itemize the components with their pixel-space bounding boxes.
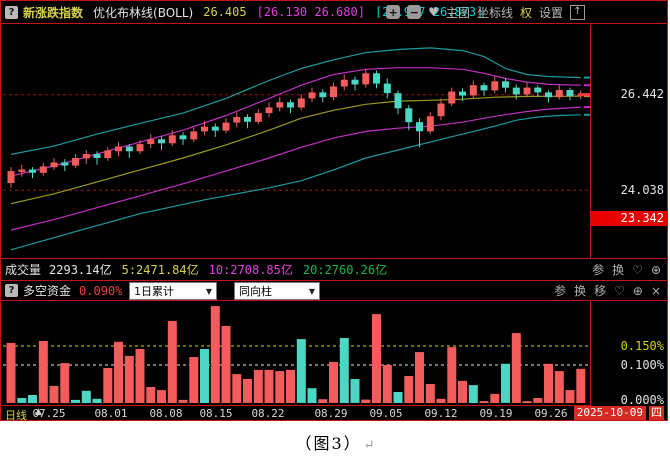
volume-value: 2293.14亿 [49, 263, 112, 277]
price-tick: 26.442 [620, 87, 664, 101]
date-tick: 08.22 [251, 407, 285, 420]
date-tick: 09.26 [534, 407, 568, 420]
period-label[interactable]: 日线 [5, 409, 27, 422]
figure-caption: （图3） ↵ [0, 430, 670, 454]
pane-divider [1, 258, 667, 259]
chart-header: ? 新涨跌指数 优化布林线(BOLL) 26.405 [26.130 26.68… [1, 1, 667, 24]
help-icon[interactable]: ? [5, 5, 18, 19]
triangle-up-icon[interactable]: ▲ [35, 407, 42, 417]
percent-axis: 0.150% 0.100% 0.000% [591, 301, 667, 407]
volume-ma5: 5:2471.84亿 [121, 263, 199, 277]
volume-label[interactable]: 成交量 [5, 263, 42, 277]
price-axis: 26.442 24.038 23.342 [591, 25, 667, 258]
price-highlight-badge: 23.342 [591, 211, 667, 226]
fund-toolbar: 参 换 移 ♡ ⊕ × [554, 282, 661, 299]
date-tick: 08.15 [199, 407, 233, 420]
indicator-name[interactable]: 优化布林线(BOLL) [93, 5, 194, 20]
settings-menu[interactable]: 设置 [538, 5, 563, 20]
fund-bars-chart[interactable] [3, 301, 591, 405]
weekday-badge: 四 [649, 406, 664, 420]
boll-magenta-range: [26.130 26.680] [256, 5, 365, 19]
move-icon[interactable]: 移 [594, 284, 607, 298]
axis-line [1, 405, 591, 406]
candlestick-chart[interactable] [3, 25, 591, 258]
zoom-in-icon[interactable]: + [386, 5, 401, 19]
help-icon[interactable]: ? [5, 284, 18, 297]
style-dropdown[interactable]: 同向柱 ▼ [234, 282, 320, 300]
price-tick: 24.038 [620, 183, 664, 197]
date-tick: 08.08 [149, 407, 183, 420]
zoom-out-icon[interactable]: − [407, 5, 422, 19]
fund-value: 0.090% [79, 283, 123, 298]
percent-tick: 0.000% [620, 393, 664, 407]
date-tick: 09.19 [479, 407, 513, 420]
period-dropdown-value: 1日累计 [134, 285, 174, 298]
percent-tick: 0.150% [620, 339, 664, 353]
percent-tick: 0.100% [620, 358, 664, 372]
pane-divider [1, 280, 667, 281]
close-icon[interactable]: × [650, 283, 661, 298]
magnifier-icon[interactable]: ⊕ [650, 262, 661, 277]
pane-divider [1, 300, 667, 301]
date-tick: 08.01 [94, 407, 128, 420]
axis-divider [590, 25, 591, 258]
chevron-down-icon: ▼ [308, 286, 315, 296]
volume-ma20: 20:2760.26亿 [302, 263, 388, 277]
fund-pane-header: ? 多空资金 0.090% 1日累计 ▼ 同向柱 ▼ 参 换 移 ♡ ⊕ × [1, 281, 667, 300]
date-tick: 07.25 [32, 407, 66, 420]
boll-mid-value: 26.405 [203, 5, 247, 19]
index-name[interactable]: 新涨跌指数 [23, 5, 84, 20]
current-date-badge: 2025-10-09 [573, 406, 646, 420]
magnifier-icon[interactable]: ⊕ [632, 283, 643, 298]
header-toolbar: + − ♥ 主图 坐标线 权 设置 ↑ [386, 1, 585, 23]
stock-chart-widget: ? 新涨跌指数 优化布林线(BOLL) 26.405 [26.130 26.68… [0, 0, 668, 422]
period-dropdown[interactable]: 1日累计 ▼ [129, 282, 217, 300]
date-axis: 日线 ▲ 07.25 08.01 08.08 08.15 08.22 08.29 09.05… [1, 406, 667, 422]
fund-label[interactable]: 多空资金 [23, 284, 72, 298]
switch-icon[interactable]: 换 [574, 284, 587, 298]
params-icon[interactable]: 参 [592, 263, 605, 277]
favorite-icon[interactable]: ♥ [428, 5, 439, 19]
switch-icon[interactable]: 换 [612, 263, 625, 277]
axis-divider [590, 301, 591, 405]
style-dropdown-value: 同向柱 [239, 285, 272, 298]
volume-pane-header: 成交量 2293.14亿 5:2471.84亿 10:2708.85亿 20:2… [1, 259, 667, 280]
volume-toolbar: 参 换 ♡ ⊕ [592, 261, 661, 278]
favorite-outline-icon[interactable]: ♡ [632, 262, 643, 277]
date-tick: 09.12 [424, 407, 458, 420]
axis-lines-menu[interactable]: 坐标线 [476, 5, 513, 20]
boll-cyan-range: [25.937 26.873] [374, 5, 484, 19]
rights-adjust-menu[interactable]: 权 [519, 5, 532, 20]
paragraph-mark-icon: ↵ [363, 438, 375, 453]
chevron-down-icon: ▼ [205, 286, 212, 296]
date-tick: 09.05 [369, 407, 403, 420]
caption-text: （图3） [295, 434, 362, 453]
params-icon[interactable]: 参 [554, 284, 567, 298]
date-tick: 08.29 [314, 407, 348, 420]
expand-icon[interactable]: ↑ [570, 4, 585, 20]
volume-ma10: 10:2708.85亿 [208, 263, 293, 277]
favorite-outline-icon[interactable]: ♡ [614, 283, 625, 298]
main-chart-menu[interactable]: 主图 [445, 5, 470, 20]
